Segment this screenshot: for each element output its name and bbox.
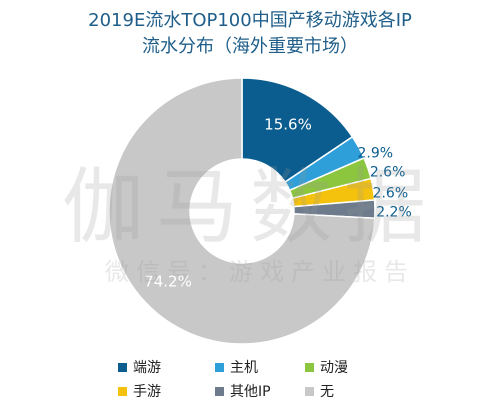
legend-swatch — [118, 386, 127, 396]
legend-swatch — [118, 362, 127, 372]
legend-label: 手游 — [133, 384, 161, 400]
legend-label: 其他IP — [230, 384, 271, 400]
legend-item-6: 无 — [305, 382, 334, 402]
legend-label: 无 — [320, 384, 334, 400]
legend-label: 端游 — [133, 360, 161, 376]
legend-swatch — [305, 362, 314, 372]
legend-item-2: 主机 — [215, 358, 258, 378]
legend-swatch — [215, 362, 224, 372]
chart-title-line2: 流水分布（海外重要市场） — [142, 36, 358, 57]
legend-item-4: 手游 — [118, 382, 161, 402]
data-label-4: 2.6% — [373, 185, 409, 201]
data-label-2: 2.9% — [357, 145, 393, 161]
chart-title-line1: 2019E流水TOP100中国产移动游戏各IP — [88, 10, 412, 31]
legend-swatch — [305, 386, 314, 396]
chart-legend: 端游 主机 动漫手游 其他IP 无 — [118, 358, 398, 414]
slice-1 — [241, 77, 354, 184]
data-label-6: 74.2% — [144, 273, 192, 291]
slice-6 — [108, 77, 376, 345]
legend-swatch — [215, 386, 224, 396]
data-label-3: 2.6% — [370, 164, 406, 180]
data-label-1: 15.6% — [264, 116, 312, 134]
legend-label: 主机 — [230, 360, 258, 376]
legend-item-1: 端游 — [118, 358, 161, 378]
legend-item-5: 其他IP — [215, 382, 271, 402]
chart-title: 2019E流水TOP100中国产移动游戏各IP 流水分布（海外重要市场） — [60, 8, 440, 60]
legend-label: 动漫 — [320, 360, 348, 376]
legend-item-3: 动漫 — [305, 358, 348, 378]
data-label-5: 2.2% — [376, 204, 412, 220]
